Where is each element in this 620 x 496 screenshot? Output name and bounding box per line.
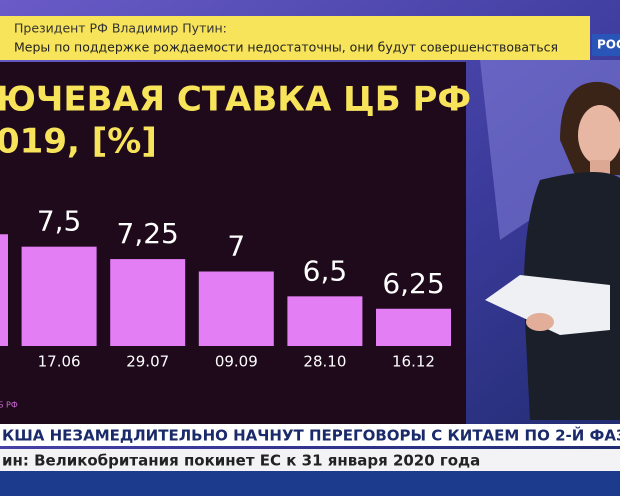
bar: [21, 246, 97, 346]
chart-source: Б РФ: [0, 401, 18, 410]
bottom-strip: [0, 471, 620, 496]
bar: [198, 271, 274, 346]
ticker-news-band: [0, 449, 620, 471]
value-label: 7: [227, 230, 245, 263]
banner-quote: Меры по поддержке рождаемости недостаточ…: [14, 40, 558, 55]
x-tick-label: 17.06: [38, 353, 81, 371]
logo: РОС: [597, 38, 620, 52]
value-label: 6,25: [382, 267, 444, 300]
ticker-headline: КША НЕЗАМЕДЛИТЕЛЬНО НАЧНУТ ПЕРЕГОВОРЫ С …: [2, 426, 620, 445]
logo-box: [592, 34, 620, 56]
plot: 7,5 17.06 7,25 29.07 7 09.09 6,5 28.10 6,25 16.12: [0, 205, 451, 371]
x-tick-label: 28.10: [303, 353, 346, 371]
chart-panel: [0, 62, 466, 424]
banner: [0, 16, 590, 60]
banner-speaker: Президент РФ Владимир Путин:: [14, 21, 227, 36]
value-label: 7,25: [117, 217, 179, 250]
x-tick-label: 16.12: [392, 353, 435, 371]
bar: [376, 308, 451, 346]
bar: [287, 296, 363, 346]
bar: [0, 234, 8, 346]
x-tick-label: 09.09: [215, 353, 258, 371]
ticker-news: ин: Великобритания покинет ЕС к 31 январ…: [2, 452, 480, 470]
ticker-headline-band: [0, 424, 620, 446]
value-label: 7,5: [37, 205, 82, 238]
presenter: [485, 81, 620, 420]
x-tick-label: 29.07: [126, 353, 169, 371]
chart-title: ЮЧЕВАЯ СТАВКА ЦБ РФ: [0, 80, 471, 120]
value-label: 6,5: [303, 254, 348, 287]
bar: [110, 259, 186, 346]
chart-subtitle: 019, [%]: [0, 122, 157, 162]
